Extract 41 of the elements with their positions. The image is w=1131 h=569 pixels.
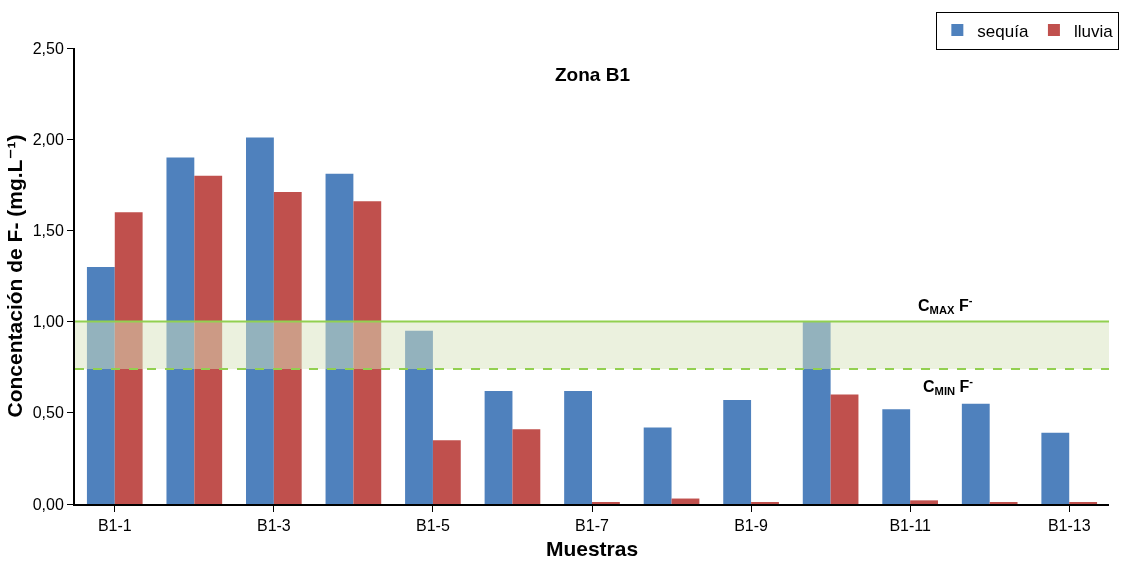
y-tick-label: 2,50 [32,39,64,57]
ref-line-label: C$_{MIN}$ F$^{-}$ [923,375,974,398]
bar [723,400,752,504]
y-tick-label: 1,50 [32,222,64,239]
x-tick-label: B1-3 [256,517,291,535]
x-tick-label: B1-5 [416,517,450,535]
bar [432,440,461,504]
text: Zona B1 [555,64,631,85]
bar [910,500,938,504]
legend-label: sequía [977,21,1029,41]
bar [353,201,382,504]
bar [194,175,223,504]
bar [643,427,672,504]
y-tick-label: 2,00 [32,130,64,148]
x-tick-label: B1-13 [1047,517,1091,535]
bar [564,390,592,504]
bar [405,330,433,504]
bar [86,266,115,504]
x-tick-label: B1-9 [734,517,769,535]
y-tick-label: 0,50 [32,404,64,422]
bar [802,321,831,504]
bar [512,429,541,504]
bar [325,173,354,504]
x-tick-label: B1-7 [575,517,609,535]
bar [882,409,911,504]
bar [961,403,990,504]
bar [114,212,143,504]
bar [1041,432,1070,504]
y-tick-label: 0,00 [32,495,64,513]
x-tick-label: B1-11 [889,517,931,535]
bar [830,394,859,504]
x-axis-title: Muestras [545,536,639,560]
y-tick-label: 1,00 [32,313,64,331]
bar [273,192,302,504]
bar [166,157,195,504]
bar [484,390,513,504]
y-axis-title: Concentación de F- (mg.L⁻¹) [3,134,26,418]
bar [246,137,274,504]
x-tick-label: B1-1 [97,517,132,535]
ref-line-label: C$_{MAX}$ F$^{-}$ [918,294,973,317]
legend-label: lluvia [1073,21,1114,41]
